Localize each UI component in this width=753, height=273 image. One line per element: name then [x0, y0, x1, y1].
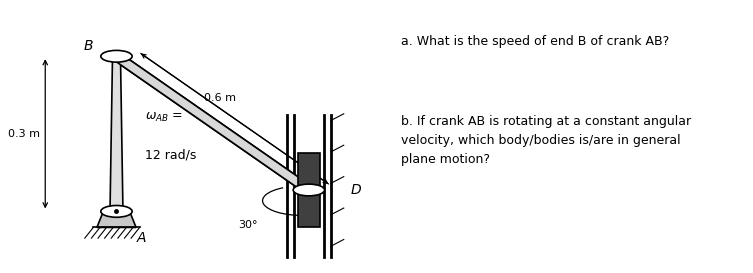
- Circle shape: [293, 184, 325, 196]
- Text: b. If crank AB is rotating at a constant angular
velocity, which body/bodies is/: b. If crank AB is rotating at a constant…: [401, 115, 691, 166]
- Text: A: A: [137, 231, 146, 245]
- Polygon shape: [97, 214, 136, 227]
- Text: $\omega_{AB}$ =: $\omega_{AB}$ =: [145, 111, 183, 124]
- Text: B: B: [84, 38, 93, 53]
- Circle shape: [101, 51, 133, 62]
- Polygon shape: [110, 56, 123, 211]
- Text: 12 rad/s: 12 rad/s: [145, 149, 197, 162]
- Text: 0.3 m: 0.3 m: [8, 129, 40, 139]
- Circle shape: [101, 206, 133, 217]
- Text: 30°: 30°: [239, 220, 258, 230]
- Text: D: D: [351, 183, 361, 197]
- Polygon shape: [110, 55, 315, 191]
- Text: 0.6 m: 0.6 m: [204, 93, 236, 103]
- Text: a. What is the speed of end B of crank AB?: a. What is the speed of end B of crank A…: [401, 35, 669, 48]
- Bar: [298, 153, 319, 227]
